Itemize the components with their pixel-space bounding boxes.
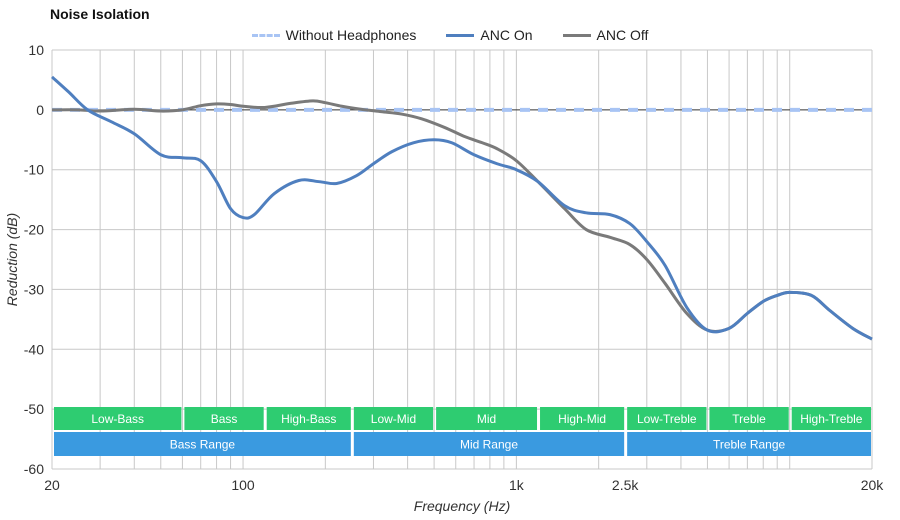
- legend: Without Headphones ANC On ANC Off: [0, 27, 900, 43]
- series-line-anc-on: [50, 75, 873, 341]
- range-band-label: Low-Mid: [371, 412, 416, 426]
- range-band-label: High-Treble: [800, 412, 863, 426]
- legend-item-without-headphones[interactable]: Without Headphones: [251, 27, 417, 43]
- x-tick-label: 1k: [509, 477, 525, 493]
- series-line-anc-off: [51, 99, 873, 341]
- range-band-label: High-Mid: [558, 412, 606, 426]
- range-band: [709, 407, 789, 430]
- x-tick-label: 2.5k: [612, 477, 639, 493]
- range-band: [266, 407, 351, 430]
- legend-swatch-without-headphones: [251, 33, 280, 37]
- x-axis-title: Frequency (Hz): [414, 498, 510, 514]
- range-band-label: Mid: [477, 412, 496, 426]
- x-tick-label: 20k: [861, 477, 885, 493]
- range-band-label: High-Bass: [281, 412, 336, 426]
- y-axis-title: Reduction (dB): [4, 213, 20, 306]
- range-band-label: Low-Treble: [637, 412, 697, 426]
- range-band: [436, 407, 538, 430]
- x-tick-label: 20: [44, 477, 60, 493]
- range-group: [353, 432, 625, 456]
- range-band: [353, 407, 434, 430]
- x-tick-label: 100: [231, 477, 255, 493]
- range-band-label: Treble: [732, 412, 766, 426]
- y-tick-label: -40: [24, 341, 44, 357]
- range-band-label: Bass: [211, 412, 238, 426]
- legend-label-anc-off: ANC Off: [596, 27, 649, 43]
- range-band-label: Low-Bass: [91, 412, 144, 426]
- range-group: [627, 432, 871, 456]
- y-tick-label: 0: [36, 102, 44, 118]
- range-group-label: Mid Range: [460, 438, 518, 452]
- range-band: [791, 407, 871, 430]
- legend-swatch-anc-off: [562, 33, 591, 37]
- chart-title: Noise Isolation: [50, 6, 150, 22]
- y-tick-label: 10: [28, 42, 44, 58]
- y-tick-label: -60: [24, 461, 44, 477]
- range-band: [540, 407, 625, 430]
- range-band: [184, 407, 264, 430]
- legend-label-anc-on: ANC On: [480, 27, 533, 43]
- y-tick-label: -50: [24, 401, 44, 417]
- range-group-label: Treble Range: [713, 438, 786, 452]
- legend-item-anc-off[interactable]: ANC Off: [562, 27, 649, 43]
- y-tick-label: -20: [24, 222, 44, 238]
- range-group-label: Bass Range: [170, 438, 236, 452]
- range-band: [54, 407, 182, 430]
- legend-item-anc-on[interactable]: ANC On: [446, 27, 533, 43]
- range-band: [627, 407, 707, 430]
- legend-label-without-headphones: Without Headphones: [285, 27, 417, 43]
- legend-swatch-anc-on: [446, 33, 475, 37]
- y-tick-label: -30: [24, 281, 44, 297]
- y-tick-label: -10: [24, 162, 44, 178]
- range-group: [54, 432, 351, 456]
